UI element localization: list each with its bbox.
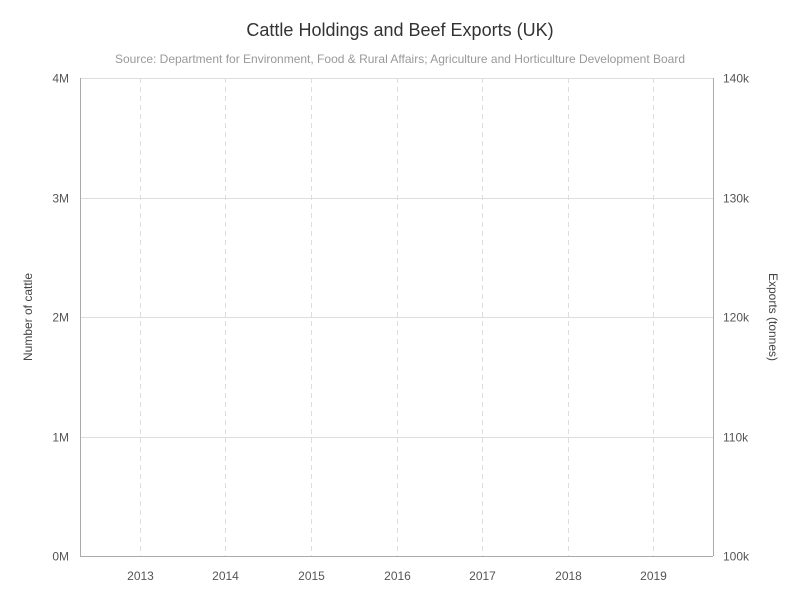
y-left-tick-label: 1M (52, 431, 69, 445)
x-tick-label: 2017 (469, 569, 496, 583)
y-right-tick-label: 100k (723, 550, 750, 564)
y-left-tick-label: 0M (52, 550, 69, 564)
y-right-tick-label: 130k (723, 192, 750, 206)
y-left-tick-label: 3M (52, 192, 69, 206)
x-tick-label: 2015 (298, 569, 325, 583)
chart-title: Cattle Holdings and Beef Exports (UK) (246, 20, 554, 40)
chart-subtitle: Source: Department for Environment, Food… (114, 52, 686, 66)
y-right-tick-label: 120k (723, 311, 750, 325)
x-tick-label: 2014 (212, 569, 239, 583)
y-left-tick-label: 4M (52, 72, 69, 86)
y-right-tick-label: 110k (723, 431, 749, 445)
x-tick-label: 2019 (640, 569, 667, 583)
x-tick-label: 2016 (384, 569, 411, 583)
x-tick-label: 2013 (127, 569, 154, 583)
x-tick-label: 2018 (555, 569, 582, 583)
y-right-axis-title: Exports (tonnes) (766, 273, 780, 361)
y-right-tick-label: 140k (723, 72, 750, 86)
y-left-axis-title: Number of cattle (21, 273, 35, 361)
y-left-tick-label: 2M (52, 311, 69, 325)
